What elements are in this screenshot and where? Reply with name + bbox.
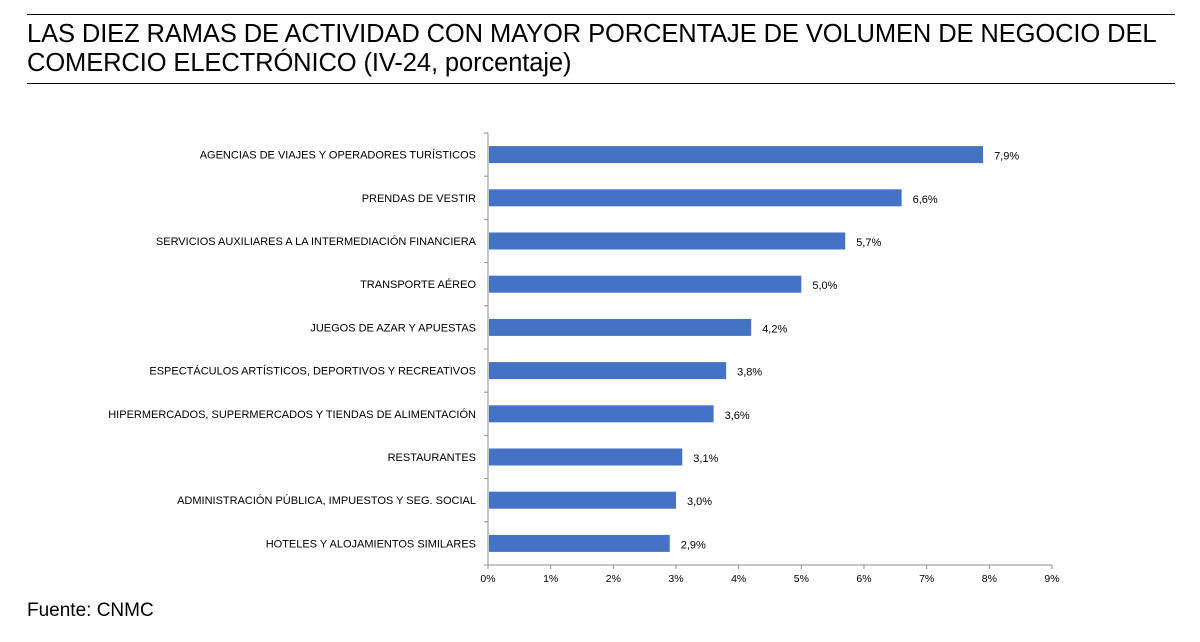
x-tick-label: 2% — [606, 573, 621, 585]
category-label: JUEGOS DE AZAR Y APUESTAS — [310, 322, 476, 334]
x-tick-label: 8% — [982, 573, 997, 585]
data-label: 3,6% — [725, 410, 750, 422]
x-tick-label: 0% — [480, 573, 495, 585]
bar — [489, 362, 727, 380]
bar — [489, 448, 683, 466]
data-label: 5,7% — [856, 237, 881, 249]
page-title: LAS DIEZ RAMAS DE ACTIVIDAD CON MAYOR PO… — [27, 20, 1156, 77]
source-note: Fuente: CNMC — [27, 600, 154, 621]
bar — [489, 318, 752, 336]
category-label: AGENCIAS DE VIAJES Y OPERADORES TURÍSTIC… — [200, 149, 476, 162]
bar — [489, 189, 902, 207]
bar — [489, 275, 802, 293]
x-tick-label: 1% — [543, 573, 558, 585]
category-label: HIPERMERCADOS, SUPERMERCADOS Y TIENDAS D… — [108, 408, 476, 421]
data-label: 4,2% — [762, 323, 787, 335]
bar — [489, 146, 984, 164]
bar — [489, 491, 676, 509]
title-top-rule — [27, 14, 1175, 15]
x-tick-label: 4% — [731, 573, 746, 585]
data-label: 3,1% — [693, 453, 718, 465]
category-label: TRANSPORTE AÉREO — [360, 278, 476, 291]
data-label: 3,8% — [737, 367, 762, 379]
data-label: 7,9% — [994, 151, 1019, 163]
data-label: 3,0% — [687, 496, 712, 508]
category-label: SERVICIOS AUXILIARES A LA INTERMEDIACIÓN… — [156, 235, 477, 248]
x-tick-label: 5% — [794, 573, 809, 585]
category-label: ADMINISTRACIÓN PÚBLICA, IMPUESTOS Y SEG.… — [177, 494, 476, 507]
x-tick-label: 9% — [1044, 573, 1059, 585]
category-label: PRENDAS DE VESTIR — [362, 193, 476, 205]
bar — [489, 232, 846, 250]
data-label: 2,9% — [681, 539, 706, 551]
bar — [489, 405, 714, 423]
x-tick-label: 6% — [856, 573, 871, 585]
data-label: 6,6% — [913, 194, 938, 206]
bar — [489, 534, 670, 552]
x-tick-label: 3% — [668, 573, 683, 585]
category-label: ESPECTÁCULOS ARTÍSTICOS, DEPORTIVOS Y RE… — [149, 365, 476, 378]
category-label: RESTAURANTES — [388, 452, 476, 464]
x-tick-label: 7% — [919, 573, 934, 585]
category-label: HOTELES Y ALOJAMIENTOS SIMILARES — [266, 538, 476, 550]
title-bottom-rule — [27, 83, 1175, 84]
data-label: 5,0% — [812, 280, 837, 292]
